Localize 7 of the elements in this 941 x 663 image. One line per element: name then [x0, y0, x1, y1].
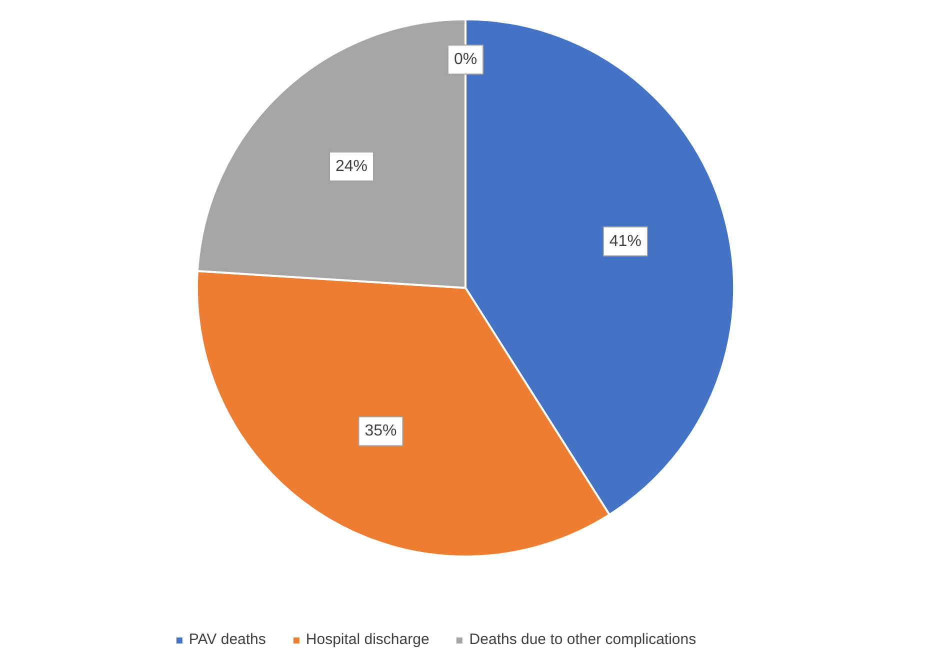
text: 0% — [454, 51, 478, 68]
data-label: 35% — [364, 422, 397, 440]
legend-label: Hospital discharge — [306, 631, 430, 648]
legend-label: PAV deaths — [188, 631, 266, 648]
data-label: 24% — [335, 158, 368, 175]
data-label: 41% — [609, 232, 642, 250]
legend-label: Deaths due to other complications — [469, 631, 696, 648]
